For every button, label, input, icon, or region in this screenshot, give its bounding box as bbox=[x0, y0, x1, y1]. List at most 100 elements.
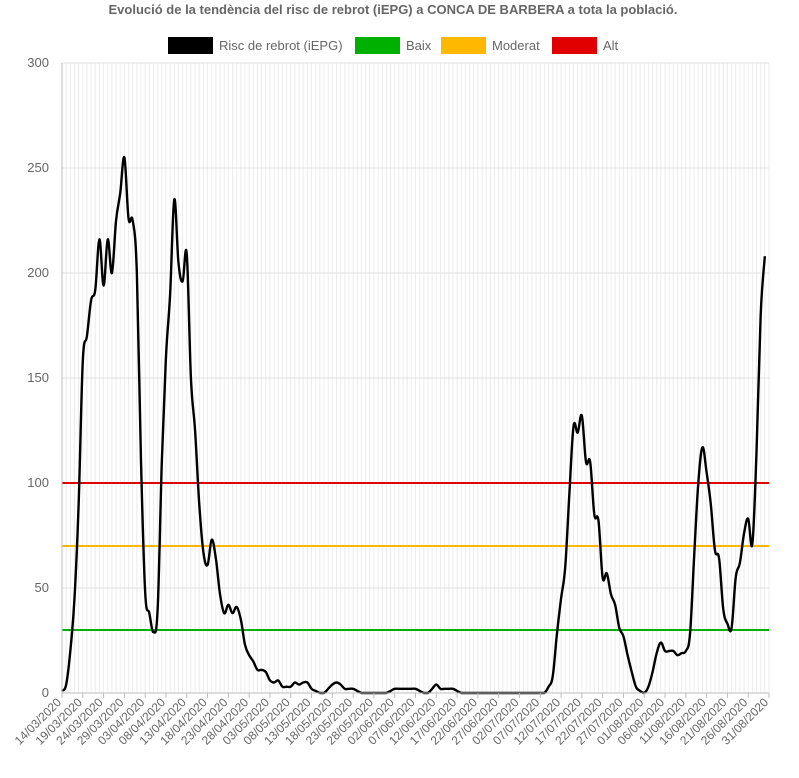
series-layer bbox=[61, 156, 767, 695]
data-point bbox=[165, 357, 166, 358]
data-point bbox=[744, 533, 745, 534]
data-point bbox=[581, 415, 582, 416]
legend: Risc de rebrot (iEPG) Baix Moderat Alt bbox=[168, 37, 619, 54]
data-point bbox=[569, 493, 570, 494]
data-point bbox=[311, 688, 312, 689]
data-point bbox=[215, 558, 216, 559]
data-point bbox=[182, 281, 183, 282]
data-point bbox=[731, 627, 732, 628]
data-point bbox=[565, 567, 566, 568]
data-point bbox=[606, 573, 607, 574]
legend-swatch bbox=[355, 37, 400, 54]
data-point bbox=[153, 632, 154, 633]
data-point bbox=[149, 613, 150, 614]
series-line bbox=[61, 156, 767, 695]
data-point bbox=[157, 609, 158, 610]
data-point bbox=[145, 592, 146, 593]
data-point bbox=[623, 636, 624, 637]
data-point bbox=[398, 688, 399, 689]
data-point bbox=[124, 157, 125, 158]
data-point bbox=[195, 430, 196, 431]
data-point bbox=[186, 254, 187, 255]
legend-label: Baix bbox=[406, 38, 432, 53]
data-point bbox=[91, 300, 92, 301]
data-point bbox=[265, 672, 266, 673]
data-point bbox=[236, 606, 237, 607]
data-point bbox=[82, 361, 83, 362]
data-point bbox=[640, 690, 641, 691]
data-point bbox=[610, 594, 611, 595]
legend-label: Moderat bbox=[492, 38, 540, 53]
data-point bbox=[332, 684, 333, 685]
data-point bbox=[457, 690, 458, 691]
data-point bbox=[627, 655, 628, 656]
data-point bbox=[86, 336, 87, 337]
data-point bbox=[748, 518, 749, 519]
data-point bbox=[419, 690, 420, 691]
data-point bbox=[739, 562, 740, 563]
data-point bbox=[220, 594, 221, 595]
data-point bbox=[673, 651, 674, 652]
data-point bbox=[278, 680, 279, 681]
y-tick-label: 0 bbox=[42, 685, 49, 700]
data-point bbox=[178, 262, 179, 263]
data-point bbox=[764, 256, 765, 257]
data-point bbox=[619, 627, 620, 628]
data-point bbox=[694, 556, 695, 557]
data-point bbox=[689, 634, 690, 635]
data-point bbox=[207, 564, 208, 565]
data-point bbox=[407, 688, 408, 689]
data-point bbox=[660, 642, 661, 643]
data-point bbox=[257, 669, 258, 670]
legend-swatch bbox=[552, 37, 597, 54]
data-point bbox=[74, 598, 75, 599]
data-point bbox=[261, 669, 262, 670]
data-point bbox=[240, 619, 241, 620]
data-point bbox=[120, 193, 121, 194]
data-point bbox=[714, 550, 715, 551]
data-point bbox=[141, 462, 142, 463]
data-point bbox=[669, 651, 670, 652]
data-point bbox=[269, 680, 270, 681]
data-point bbox=[448, 688, 449, 689]
data-point bbox=[415, 688, 416, 689]
data-point bbox=[440, 688, 441, 689]
y-tick-label: 250 bbox=[27, 160, 49, 175]
data-point bbox=[190, 378, 191, 379]
data-point bbox=[444, 688, 445, 689]
data-point bbox=[561, 598, 562, 599]
data-point bbox=[103, 285, 104, 286]
legend-label: Alt bbox=[603, 38, 619, 53]
data-point bbox=[685, 651, 686, 652]
y-tick-label: 50 bbox=[35, 580, 49, 595]
data-point bbox=[735, 577, 736, 578]
data-point bbox=[631, 672, 632, 673]
data-point bbox=[677, 655, 678, 656]
data-point bbox=[116, 220, 117, 221]
data-point bbox=[294, 682, 295, 683]
y-tick-label: 150 bbox=[27, 370, 49, 385]
data-point bbox=[353, 688, 354, 689]
data-point bbox=[577, 432, 578, 433]
data-point bbox=[132, 220, 133, 221]
data-point bbox=[136, 273, 137, 274]
y-tick-label: 100 bbox=[27, 475, 49, 490]
data-point bbox=[290, 686, 291, 687]
data-point bbox=[760, 315, 761, 316]
data-point bbox=[706, 472, 707, 473]
data-point bbox=[615, 604, 616, 605]
data-point bbox=[665, 651, 666, 652]
data-point bbox=[702, 447, 703, 448]
data-point bbox=[357, 690, 358, 691]
data-point bbox=[303, 682, 304, 683]
data-point bbox=[340, 684, 341, 685]
data-point bbox=[698, 483, 699, 484]
legend-swatch bbox=[441, 37, 486, 54]
data-point bbox=[432, 688, 433, 689]
data-point bbox=[390, 690, 391, 691]
data-point bbox=[594, 514, 595, 515]
data-point bbox=[315, 690, 316, 691]
data-point bbox=[128, 218, 129, 219]
